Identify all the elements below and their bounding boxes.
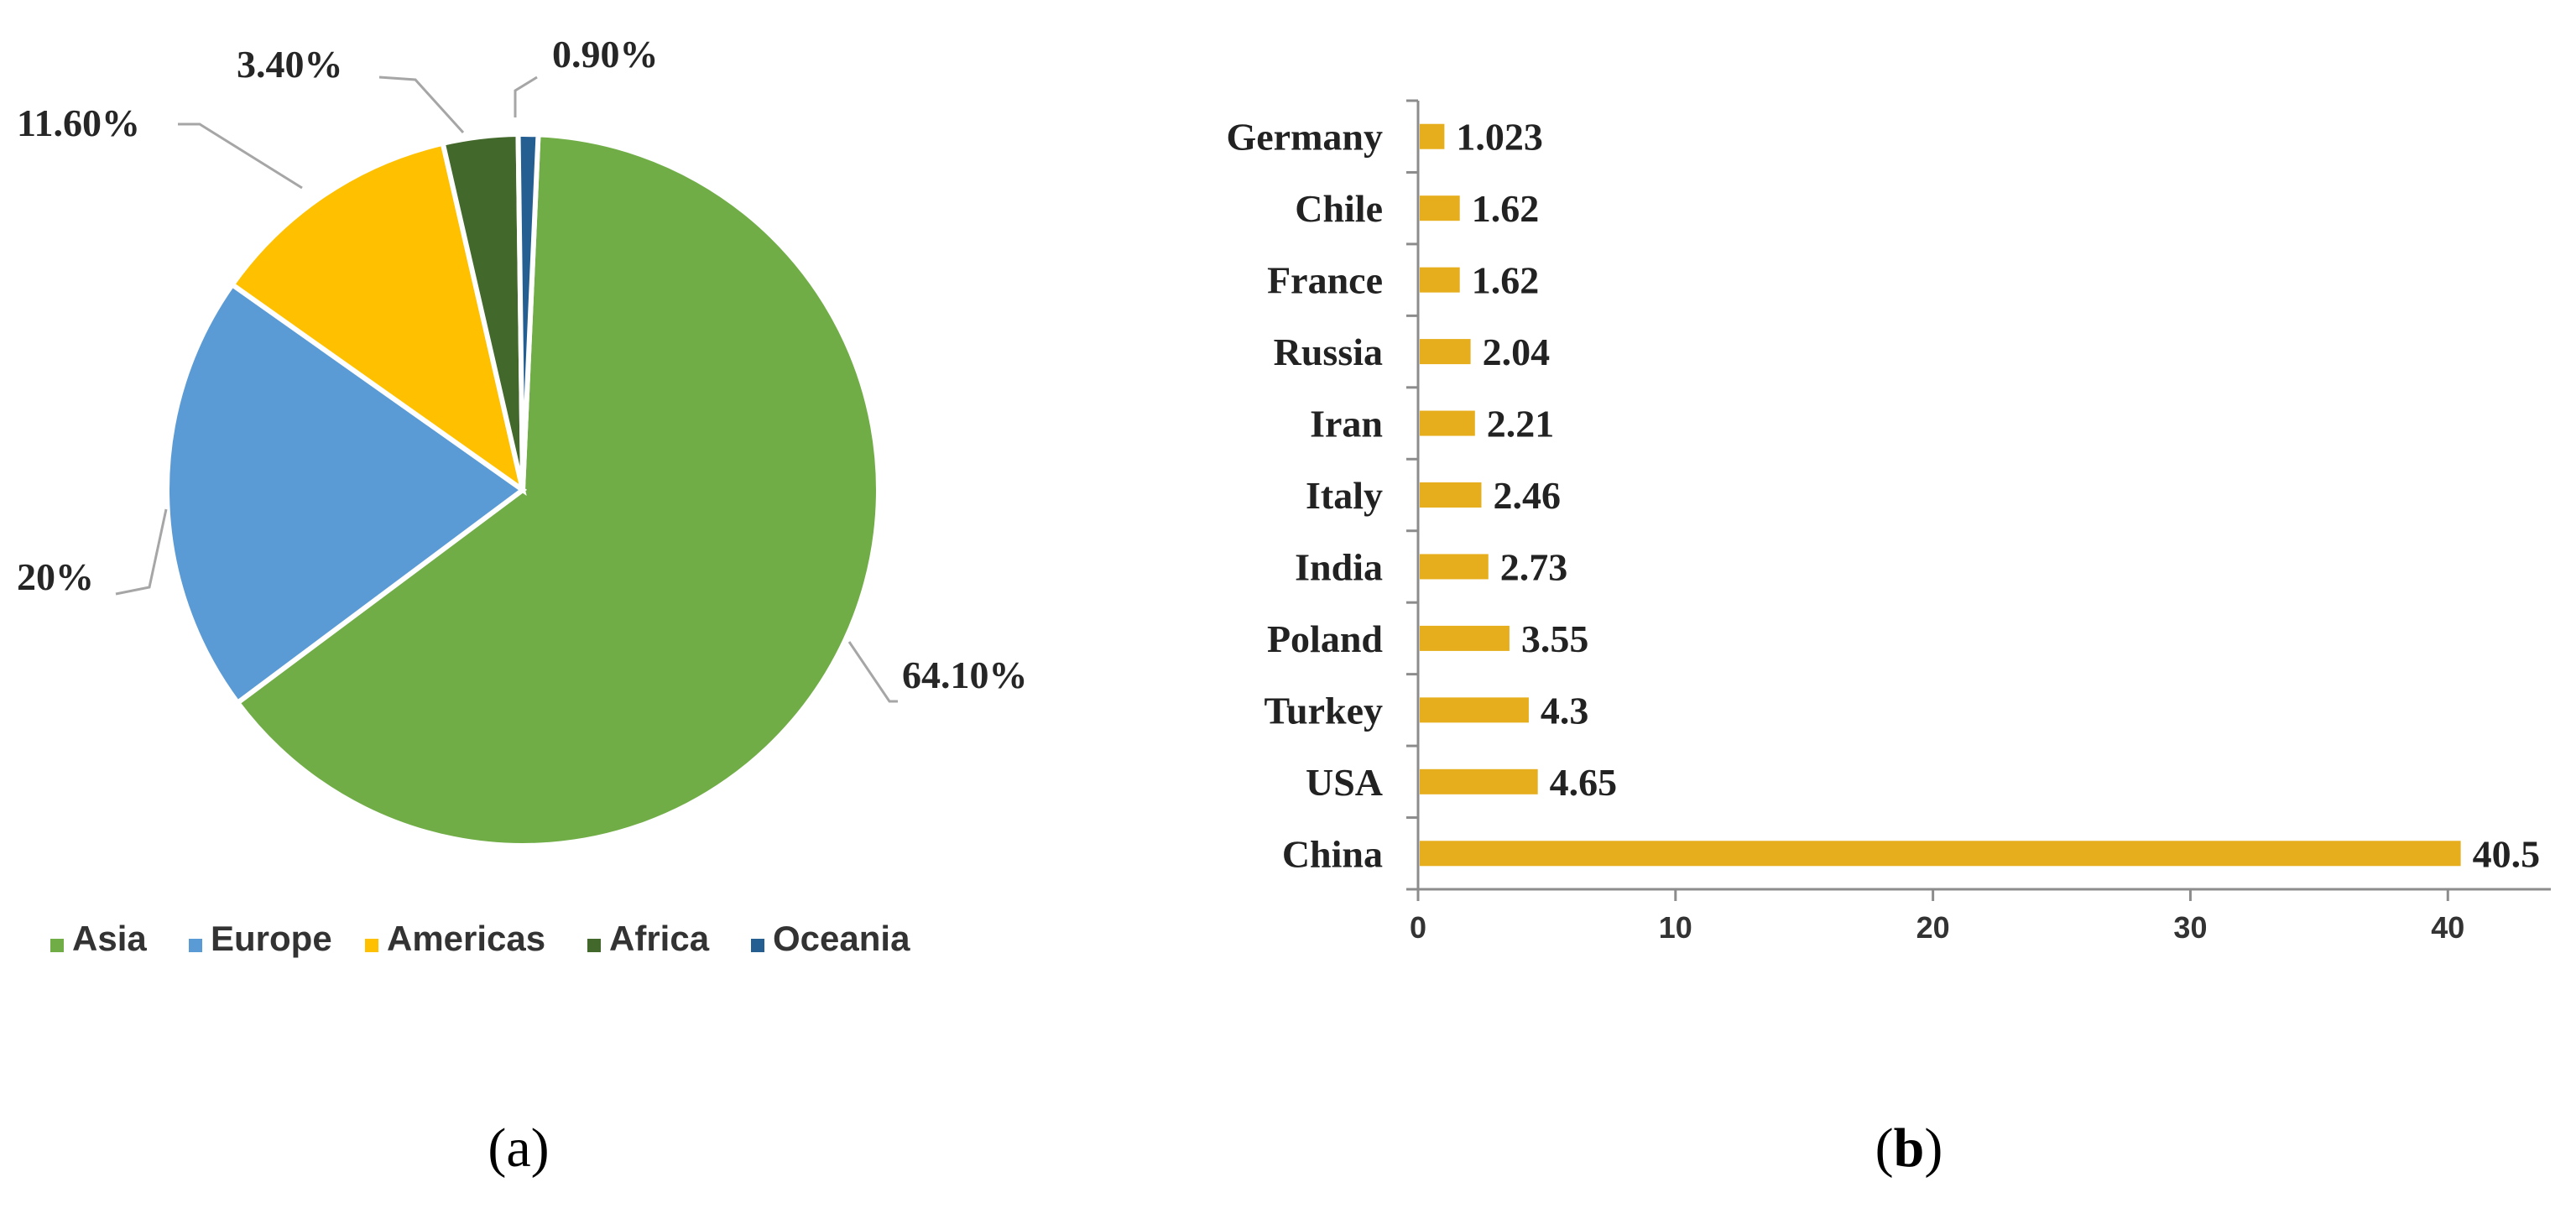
- category-label-germany: Germany: [1226, 116, 1383, 159]
- legend-label-asia: Asia: [72, 919, 147, 958]
- panel-label-b: (b): [1875, 1117, 1943, 1179]
- slice-label-americas: 11.60%: [17, 102, 140, 144]
- legend-label-oceania: Oceania: [773, 919, 910, 958]
- bar-chart-panel: 0 10 20 30 40 China 40.5 USA 4.65 Turkey 4.3 Polan…: [1226, 99, 2551, 1179]
- value-label-india: 2.73: [1500, 545, 1568, 588]
- pie-slices: [164, 132, 881, 848]
- category-label-india: India: [1295, 545, 1383, 588]
- slice-label-europe: 20%: [17, 555, 94, 598]
- value-label-russia: 2.04: [1483, 331, 1551, 373]
- bar-usa: [1420, 768, 1538, 794]
- x-tick-label-20: 20: [1916, 910, 1950, 945]
- bar-turkey: [1420, 697, 1529, 723]
- leader-line-africa: [378, 76, 465, 134]
- slice-label-africa: 3.40%: [237, 43, 343, 86]
- x-tick-label-10: 10: [1659, 910, 1692, 945]
- bar-germany: [1420, 123, 1445, 149]
- pie-slice-labels: 64.10% 20% 11.60% 3.40% 0.90%: [17, 33, 1028, 696]
- legend-label-europe: Europe: [211, 919, 332, 958]
- category-label-usa: USA: [1306, 761, 1383, 804]
- pie-slice-europe: [164, 281, 528, 706]
- bar-india: [1420, 554, 1489, 580]
- category-label-italy: Italy: [1306, 474, 1383, 517]
- x-tick-label-40: 40: [2431, 910, 2464, 945]
- value-label-chile: 1.62: [1472, 187, 1540, 230]
- pie-slice-asia: [234, 132, 881, 848]
- legend-swatch-asia: [50, 939, 64, 952]
- legend-label-africa: Africa: [609, 919, 710, 958]
- category-label-poland: Poland: [1267, 617, 1383, 660]
- bar-russia: [1420, 339, 1471, 365]
- pie-legend: Asia Europe Americas Africa Oceania: [50, 919, 910, 958]
- category-label-china: China: [1282, 832, 1383, 875]
- pie-slice-oceania: [515, 132, 541, 491]
- leader-line-americas: [178, 122, 303, 190]
- legend-label-americas: Americas: [387, 919, 545, 958]
- bar-italy: [1420, 482, 1482, 508]
- value-label-usa: 4.65: [1550, 761, 1618, 804]
- category-label-france: France: [1267, 259, 1383, 302]
- category-label-iran: Iran: [1310, 403, 1383, 445]
- value-label-turkey: 4.3: [1541, 689, 1589, 732]
- bar-axes: 0 10 20 30 40: [1406, 99, 2551, 945]
- pie-chart-panel: 64.10% 20% 11.60% 3.40% 0.90% Asia Europe Amer…: [17, 33, 1028, 1179]
- slice-label-asia: 64.10%: [902, 654, 1028, 696]
- pie-leader-lines: [115, 76, 898, 703]
- category-label-chile: Chile: [1295, 187, 1383, 230]
- category-label-turkey: Turkey: [1265, 689, 1383, 732]
- pie-slice-americas: [228, 140, 527, 496]
- legend-swatch-europe: [189, 939, 202, 952]
- legend-swatch-americas: [365, 939, 378, 952]
- leader-line-oceania: [514, 76, 538, 117]
- value-label-poland: 3.55: [1521, 617, 1589, 660]
- value-label-italy: 2.46: [1493, 474, 1561, 517]
- panel-label-a: (a): [488, 1117, 549, 1179]
- x-tick-label-30: 30: [2173, 910, 2207, 945]
- x-tick-label-0: 0: [1410, 910, 1426, 945]
- legend-swatch-oceania: [751, 939, 764, 952]
- bar-chile: [1420, 195, 1460, 221]
- value-label-france: 1.62: [1472, 259, 1540, 302]
- bar-france: [1420, 267, 1460, 293]
- leader-line-europe: [115, 508, 168, 596]
- bar-poland: [1420, 625, 1510, 651]
- bar-china: [1420, 841, 2461, 867]
- bar-iran: [1420, 410, 1475, 436]
- value-label-germany: 1.023: [1456, 116, 1543, 159]
- value-label-iran: 2.21: [1487, 403, 1555, 445]
- leader-line-asia: [847, 641, 898, 703]
- legend-swatch-africa: [587, 939, 601, 952]
- category-label-russia: Russia: [1274, 331, 1383, 373]
- value-label-china: 40.5: [2473, 832, 2541, 875]
- slice-label-oceania: 0.90%: [552, 33, 659, 76]
- bar-marks: China 40.5 USA 4.65 Turkey 4.3 Poland 3.55 India…: [1226, 116, 2540, 876]
